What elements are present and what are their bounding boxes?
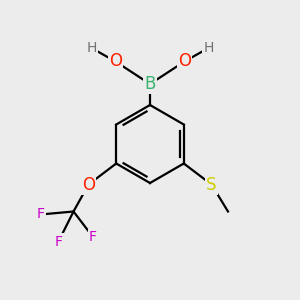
Text: O: O xyxy=(82,176,95,194)
Text: F: F xyxy=(89,230,97,244)
Text: H: H xyxy=(203,41,214,55)
Text: S: S xyxy=(206,176,217,194)
Text: O: O xyxy=(109,52,122,70)
Text: B: B xyxy=(144,75,156,93)
Text: F: F xyxy=(37,208,44,221)
Text: O: O xyxy=(178,52,191,70)
Text: H: H xyxy=(86,41,97,55)
Text: F: F xyxy=(55,235,62,248)
